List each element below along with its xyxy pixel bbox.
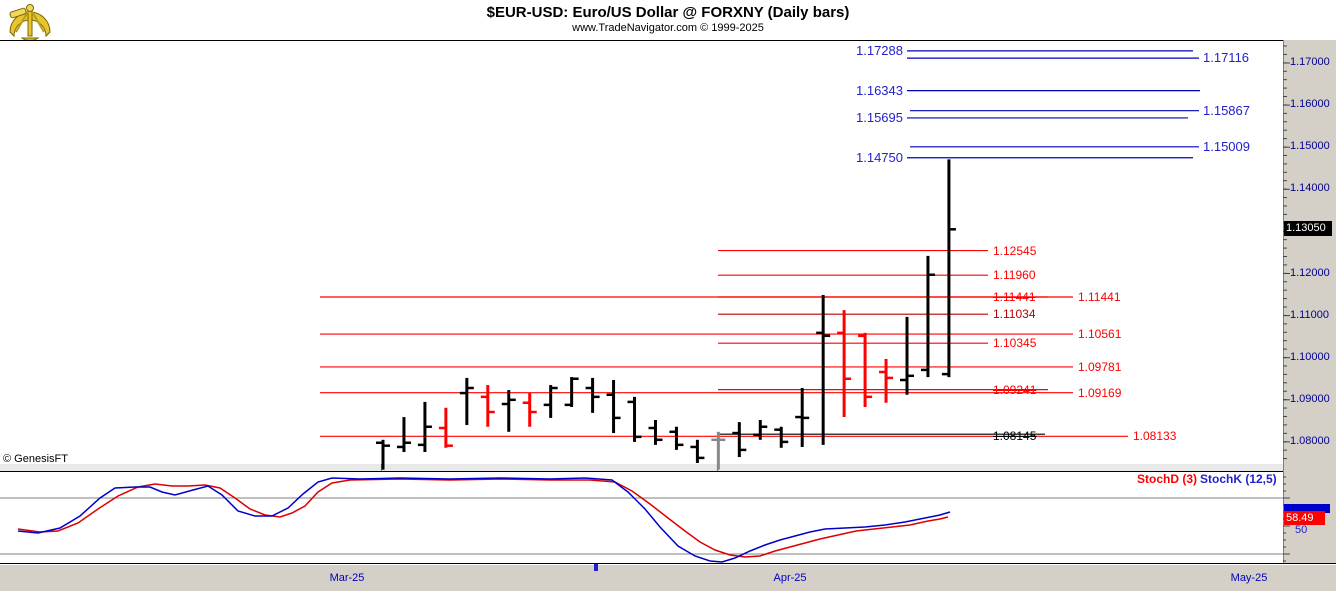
price-level-label-blue: 1.14750: [856, 149, 903, 165]
price-level-label-blue: 1.17116: [1203, 50, 1250, 66]
price-level-label-red: 1.11441: [1078, 290, 1121, 305]
y-axis-label: 1.14000: [1290, 182, 1330, 195]
panel-splitter[interactable]: [0, 464, 1283, 471]
price-level-label-red: 1.09241: [993, 382, 1037, 397]
stochastic-plot-area[interactable]: [0, 471, 1283, 564]
price-level-label-red: 1.10345: [993, 336, 1037, 351]
current-price-badge: 1.13050: [1284, 221, 1332, 236]
y-axis-label: 1.12000: [1290, 266, 1330, 279]
title-strip: [0, 0, 1336, 40]
time-axis-strip: [0, 564, 1336, 591]
x-axis-label: May-25: [1230, 572, 1268, 584]
chart-subtitle: www.TradeNavigator.com © 1999-2025: [572, 22, 764, 34]
month-boundary-tick: [381, 464, 382, 471]
stoch-d-legend[interactable]: StochD (3): [1137, 472, 1197, 486]
stoch-d-value-badge: 58.49: [1284, 511, 1325, 525]
stoch-50-level-label: 50: [1295, 524, 1308, 536]
x-axis-label: Mar-25: [329, 572, 365, 584]
stoch-k-legend[interactable]: StochK (12,5): [1200, 472, 1277, 486]
y-axis-label: 1.15000: [1290, 140, 1330, 153]
price-level-label-red: 1.08133: [1133, 429, 1177, 444]
price-level-label-red: 1.12545: [993, 243, 1037, 258]
price-level-label-red: 1.11034: [993, 307, 1036, 322]
price-level-label-red: 1.11441: [993, 290, 1036, 305]
y-axis-label: 1.16000: [1290, 98, 1330, 111]
y-axis-label: 1.11000: [1290, 308, 1329, 321]
price-level-label-red: 1.08145: [993, 428, 1037, 443]
y-axis-label: 1.08000: [1290, 434, 1330, 447]
price-level-label-blue: 1.17288: [856, 42, 903, 58]
price-level-label-blue: 1.16343: [856, 82, 903, 98]
price-level-label-blue: 1.15009: [1203, 138, 1250, 154]
bottom-border: [0, 563, 1336, 564]
price-level-label-blue: 1.15867: [1203, 102, 1250, 118]
stoch-k-value-badge: [1284, 504, 1330, 513]
chart-cursor-marker: [594, 564, 598, 571]
price-level-label-red: 1.10561: [1078, 327, 1122, 342]
y-axis-label: 1.10000: [1290, 350, 1330, 363]
x-axis-label: Apr-25: [773, 572, 807, 584]
price-level-label-red: 1.09781: [1078, 359, 1122, 374]
price-level-label-red: 1.09169: [1078, 385, 1122, 400]
month-boundary-tick: [717, 464, 718, 471]
genesisft-watermark: © GenesisFT: [3, 453, 68, 465]
y-axis-label: 1.09000: [1290, 392, 1330, 405]
genesisft-logo-icon: [9, 4, 51, 41]
price-level-label-blue: 1.15695: [856, 109, 903, 125]
price-axis-strip: [1283, 40, 1336, 564]
price-level-label-red: 1.11960: [993, 268, 1036, 283]
y-axis-label: 1.17000: [1290, 56, 1330, 68]
chart-title: $EUR-USD: Euro/US Dollar @ FORXNY (Daily…: [486, 4, 850, 21]
price-chart-plot-area[interactable]: [0, 40, 1283, 465]
